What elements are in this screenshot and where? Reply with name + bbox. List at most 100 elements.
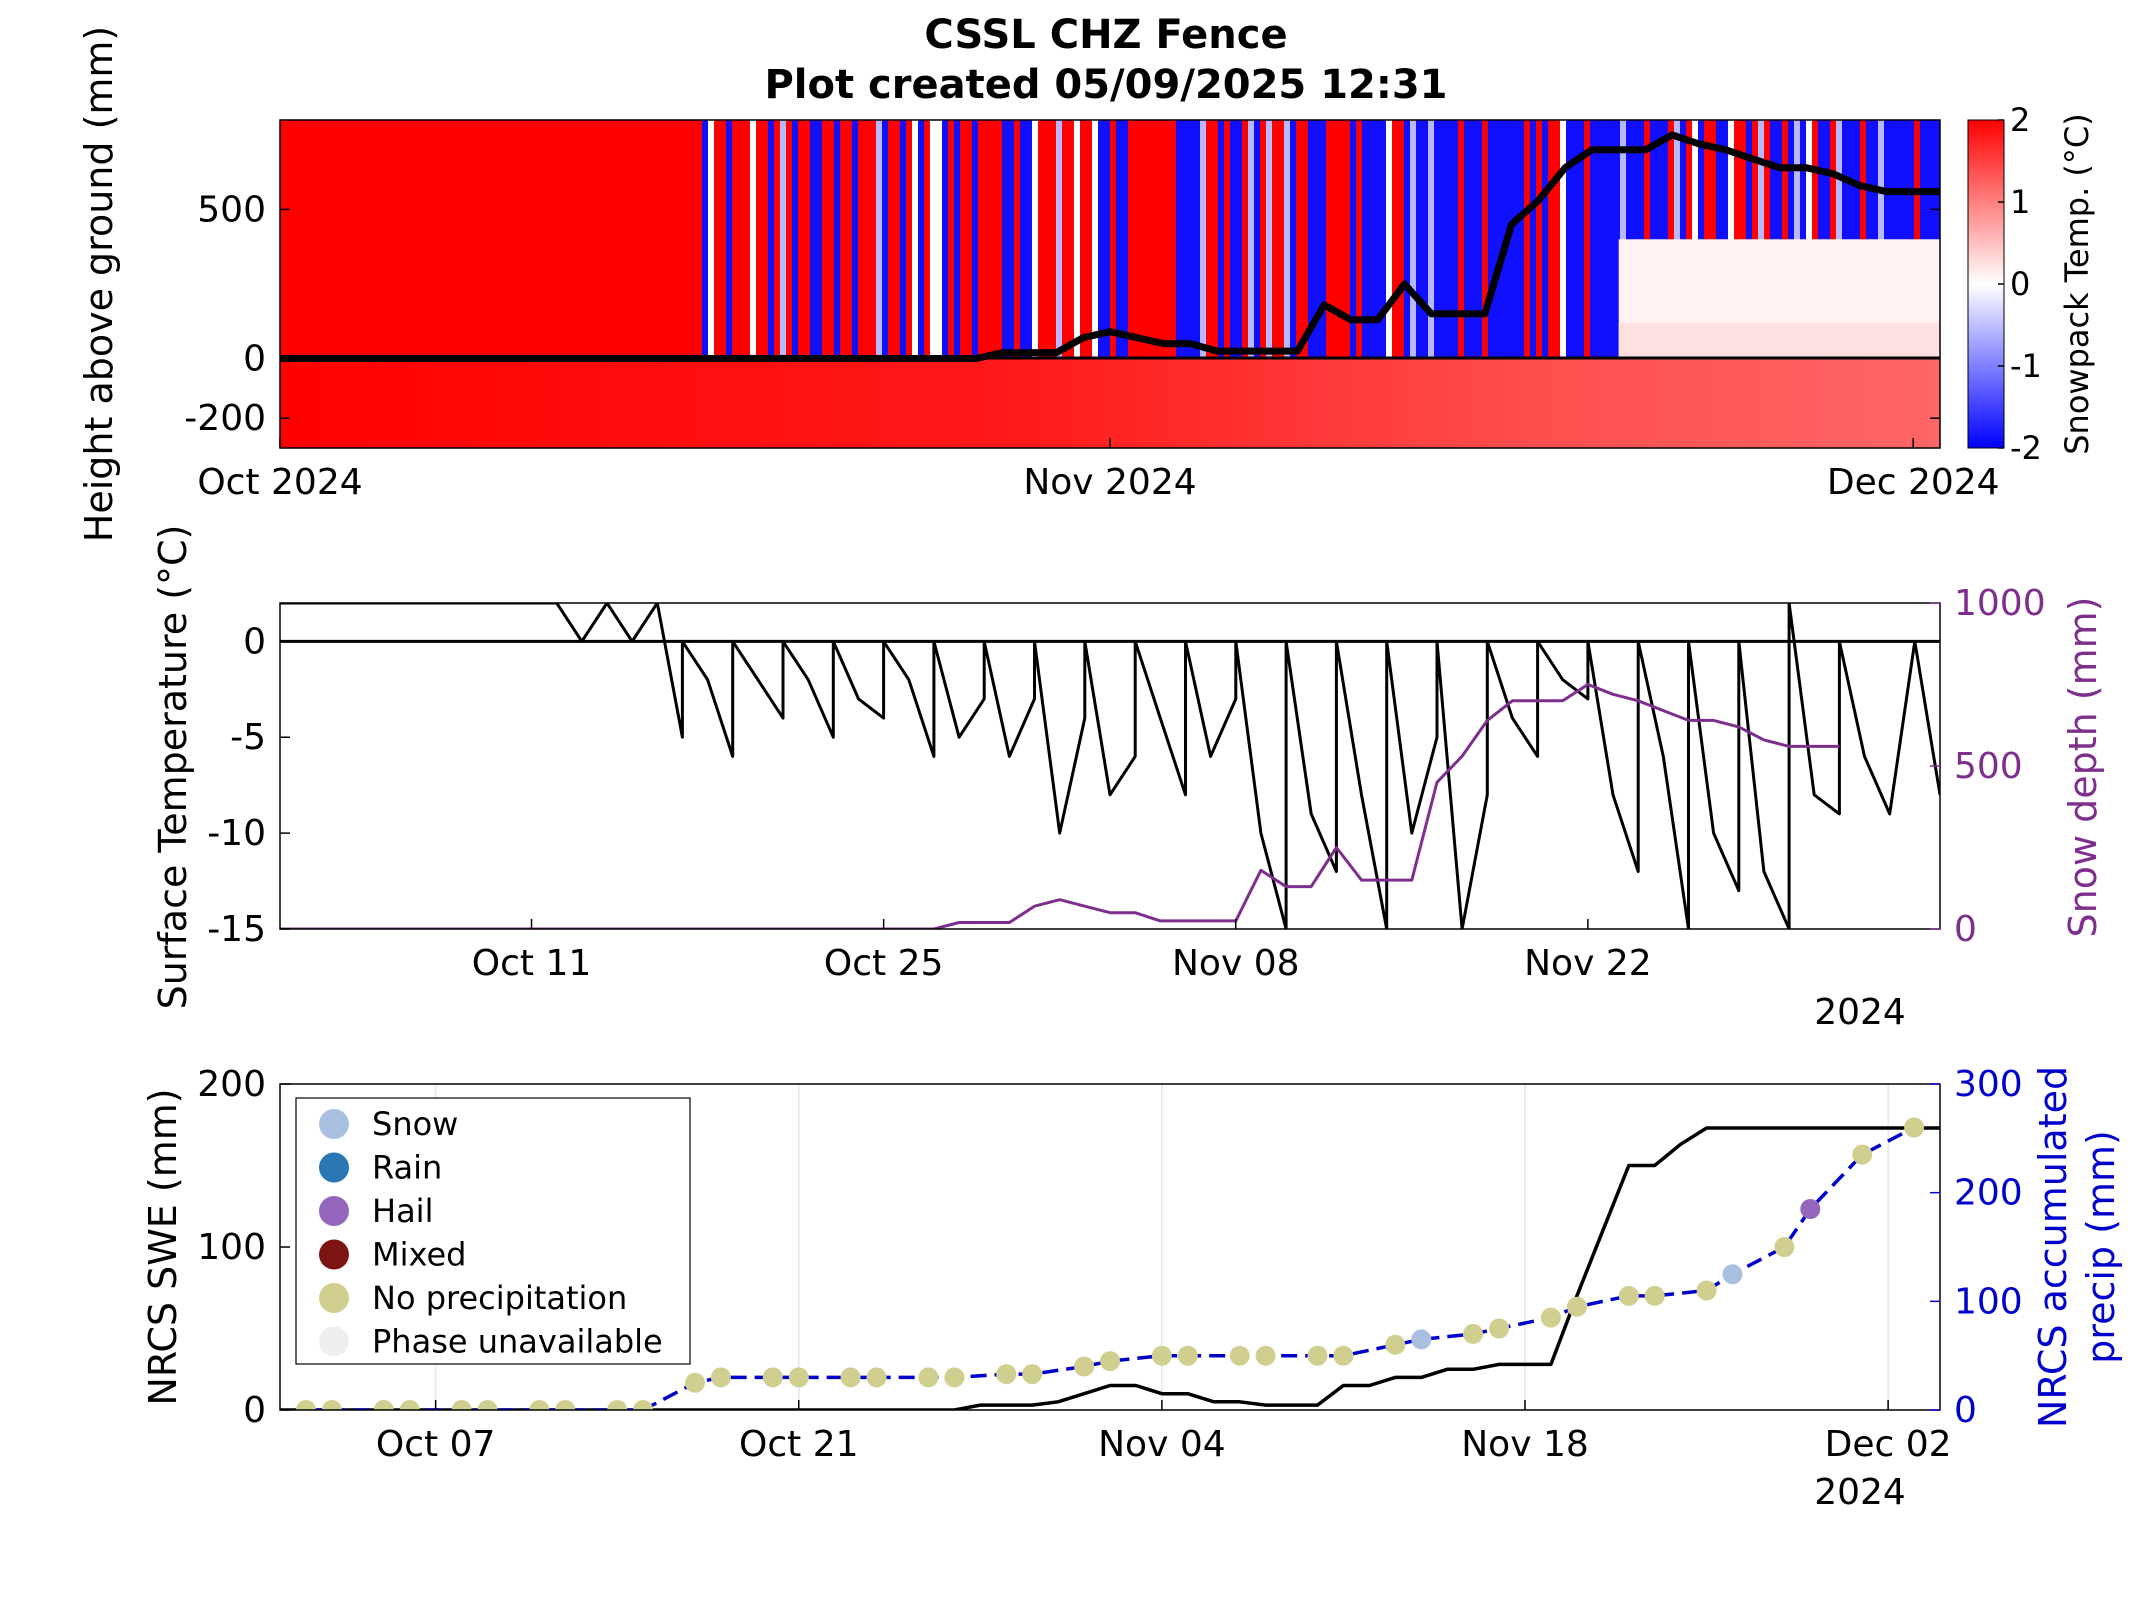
- heatmap-column: [966, 120, 973, 359]
- heatmap-column: [1572, 120, 1579, 359]
- heatmap-column: [1026, 120, 1033, 359]
- heatmap-column: [708, 120, 715, 359]
- heatmap-column: [1362, 120, 1369, 359]
- xtick-label: Dec 02: [1825, 1424, 1952, 1465]
- precip-phase-point: [1229, 1345, 1250, 1366]
- heatmap-column: [792, 120, 799, 359]
- ytick-label: -10: [207, 813, 266, 854]
- heatmap-column: [1194, 120, 1201, 359]
- y2tick-label: 500: [1954, 746, 2023, 787]
- heatmap-column: [1014, 120, 1021, 359]
- precip-phase-point: [1100, 1351, 1120, 1372]
- heatmap-column: [1152, 120, 1159, 359]
- heatmap-column: [714, 120, 721, 359]
- heatmap-column: [816, 120, 823, 359]
- precip-phase-points: [295, 1117, 1925, 1410]
- heatmap-column: [1344, 120, 1351, 359]
- heatmap-column: [1542, 120, 1549, 359]
- heatmap-column: [1368, 120, 1375, 359]
- heatmap-column: [756, 120, 763, 359]
- heatmap-column: [1578, 120, 1585, 359]
- heatmap-column: [726, 120, 733, 359]
- xtick-label: Nov 2024: [1023, 462, 1196, 503]
- heatmap-column: [864, 120, 871, 359]
- precip-phase-point: [1255, 1345, 1276, 1366]
- heatmap-column: [1488, 120, 1495, 359]
- precip-phase-point: [321, 1400, 342, 1410]
- precip-phase-point: [840, 1367, 861, 1388]
- heatmap-column: [1446, 120, 1453, 359]
- precip-phase-point: [633, 1400, 654, 1410]
- heatmap-column: [996, 120, 1003, 359]
- xtick-label: Oct 07: [376, 1424, 496, 1465]
- heatmap-column: [1338, 120, 1345, 359]
- heatmap-column: [1410, 120, 1417, 359]
- precip-phase-point: [1618, 1285, 1639, 1306]
- xtick-label: Dec 2024: [1827, 462, 2000, 503]
- heatmap-column: [1392, 120, 1399, 359]
- legend-marker: [319, 1196, 349, 1226]
- chart-title-line2: Plot created 05/09/2025 12:31: [764, 62, 1447, 108]
- heatmap-column: [906, 120, 913, 359]
- colorbar-tick-label: 1: [2010, 183, 2030, 221]
- legend-entries: Snow Rain Hail Mixed No precipitation Phase u…: [319, 1105, 663, 1361]
- heatmap-column: [1044, 120, 1051, 359]
- heatmap-column: [1320, 120, 1327, 359]
- precip-phase-point: [295, 1400, 316, 1410]
- precip-phase-point: [944, 1367, 965, 1388]
- heatmap-column: [744, 120, 751, 359]
- heatmap-column: [924, 120, 931, 359]
- heatmap-column: [1398, 120, 1405, 359]
- heatmap-column: [1260, 120, 1267, 359]
- heatmap-column: [1008, 120, 1015, 359]
- heatmap-column: [1482, 120, 1489, 359]
- ytick-label: 0: [243, 1390, 266, 1431]
- colorbar-label: Snowpack Temp. (°C): [2058, 113, 2096, 455]
- heatmap-column: [780, 120, 787, 359]
- panel1-xticks: Oct 2024 Nov 2024 Dec 2024: [197, 438, 2000, 503]
- heatmap-column: [852, 120, 859, 359]
- heatmap-column: [1416, 120, 1423, 359]
- heatmap-column: [1218, 120, 1225, 359]
- heatmap-column: [786, 120, 793, 359]
- heatmap-column: [1596, 120, 1603, 359]
- heatmap-column: [1248, 120, 1255, 359]
- heatmap-column: [1278, 120, 1285, 359]
- precip-phase-point: [1904, 1117, 1925, 1138]
- heatmap-column: [1104, 120, 1111, 359]
- precip-phase-point: [1333, 1345, 1354, 1366]
- heatmap-column: [804, 120, 811, 359]
- heatmap-column: [696, 120, 703, 359]
- heatmap-column: [1224, 120, 1231, 359]
- heatmap-column: [1380, 120, 1387, 359]
- swe-line: [280, 1126, 1940, 1410]
- heatmap-column: [942, 120, 949, 359]
- heatmap-column: [1494, 120, 1501, 359]
- precip-phase-point: [1463, 1323, 1484, 1344]
- heatmap-column: [774, 120, 781, 359]
- chart-title-line1: CSSL CHZ Fence: [924, 12, 1287, 58]
- heatmap-column: [930, 120, 937, 359]
- precip-phase-point: [1074, 1356, 1095, 1377]
- heatmap-column: [1296, 120, 1303, 359]
- heatmap-column: [954, 120, 961, 359]
- precip-phase-point: [710, 1367, 731, 1388]
- heatmap-column: [738, 120, 745, 359]
- panel2-xticks: Oct 11 Oct 25 Nov 08 Nov 22: [472, 919, 1652, 984]
- heatmap-column: [1332, 120, 1339, 359]
- panel3-year-label: 2024: [1814, 1472, 1906, 1513]
- precip-phase-point: [451, 1400, 472, 1410]
- heatmap-column: [720, 120, 727, 359]
- heatmap-column: [1110, 120, 1117, 359]
- y2tick-label: 1000: [1954, 583, 2046, 624]
- heatmap-column: [1050, 120, 1057, 359]
- panel1-ylabel: Height above ground (mm): [77, 26, 121, 543]
- heatmap-column: [1164, 120, 1171, 359]
- precip-phase-point: [1696, 1280, 1717, 1301]
- heatmap-column: [810, 120, 817, 359]
- heatmap-column: [1212, 120, 1219, 359]
- xtick-label: Oct 25: [824, 943, 944, 984]
- heatmap-column: [1068, 120, 1075, 359]
- heatmap-column: [822, 120, 829, 359]
- legend-box: [295, 1097, 691, 1365]
